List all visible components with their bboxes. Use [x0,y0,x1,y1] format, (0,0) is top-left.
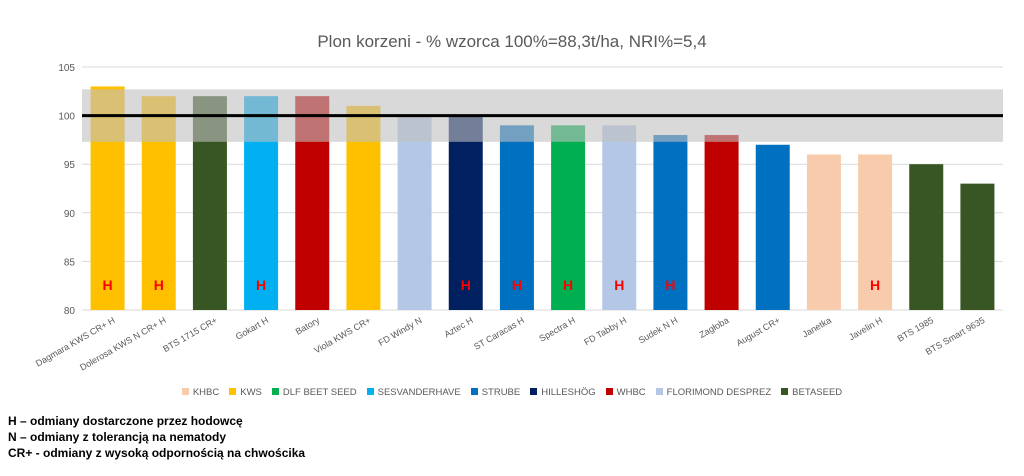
bar [653,135,688,310]
note-h: H – odmiany dostarczone przez hodowcę [8,414,243,428]
legend-swatch [530,387,538,395]
legend-label: WHBC [616,387,646,398]
bar-mark: H [563,277,573,293]
legend-item: BETASEED [781,387,842,398]
bar-mark: H [154,277,164,293]
legend-label: FLORIMOND DESPREZ [666,387,772,398]
x-tick-label: Aztec H [442,315,474,339]
x-tick-label: Dolerosa KWS N CR+ H [78,315,168,373]
legend-label: BETASEED [792,387,843,398]
x-tick-label: Gokart H [234,315,270,342]
bar [858,154,893,310]
x-tick-label: ST Caracas H [472,315,526,352]
bar-mark: H [614,277,624,293]
bar [551,125,586,310]
legend-item: KHBC [181,387,220,398]
bar-mark: H [103,277,113,293]
legend-label: HILLESHÖG [541,387,596,398]
legend-swatch [781,387,789,395]
y-axis-ticks: 80 85 90 95 100 105 [58,63,75,317]
bar-mark: H [512,277,522,293]
x-tick-label: Batory [294,315,322,337]
y-tick-label: 105 [58,63,75,74]
legend-label: DLF BEET SEED [282,387,357,398]
x-tick-label: Janetka [801,315,833,339]
legend-item: KWS [229,387,262,398]
notes: H – odmiany dostarczone przez hodowcę N … [8,413,305,461]
chart-title: Plon korzeni - % wzorca 100%=88,3t/ha, N… [317,32,706,51]
legend-swatch [271,387,279,395]
x-tick-label: Viola KWS CR+ [312,315,372,355]
legend: KHBC KWS DLF BEET SEED SESVANDERHAVE STRUBE H… [0,387,1024,398]
bar-mark: H [461,277,471,293]
note-cr: CR+ - odmiany z wysoką odpornością na ch… [8,446,306,460]
bar [960,183,995,310]
legend-item: WHBC [605,387,646,398]
x-tick-label: BTS 1985 [896,315,936,344]
y-tick-label: 80 [64,306,76,317]
bar-mark: H [665,277,675,293]
bar [397,115,432,310]
legend-label: SESVANDERHAVE [377,387,461,398]
legend-item: FLORIMOND DESPREZ [655,387,772,398]
note-n: N – odmiany z tolerancją na nematody [8,430,227,444]
bar [499,125,534,310]
bar [806,154,841,310]
legend-swatch [605,387,613,395]
y-tick-label: 85 [64,257,76,268]
legend-swatch [470,387,478,395]
legend-swatch [366,387,374,395]
y-tick-label: 95 [64,160,76,171]
legend-item: SESVANDERHAVE [366,387,461,398]
bar-mark: H [256,277,266,293]
x-tick-label: FD Tabby H [582,315,628,347]
legend-label: STRUBE [481,387,521,398]
y-tick-label: 90 [64,209,76,220]
legend-swatch [655,387,663,395]
bar [602,125,637,310]
bar [755,144,790,310]
bar-mark: H [870,277,880,293]
x-tick-label: FD Windy N [377,315,424,348]
legend-swatch [229,387,237,395]
x-tick-label: Dagmara KWS CR+ H [34,315,117,369]
bar [909,164,944,310]
legend-label: KHBC [192,387,220,398]
legend-label: KWS [240,387,262,398]
x-tick-label: August CR+ [735,315,782,348]
x-tick-label: BTS 1715 CR+ [161,315,219,354]
bar [448,115,483,310]
legend-item: DLF BEET SEED [271,387,357,398]
legend-swatch [181,387,189,395]
bar [704,135,739,310]
legend-item: HILLESHÖG [530,387,596,398]
x-tick-label: Javelin H [847,315,884,342]
legend-item: STRUBE [470,387,521,398]
y-tick-label: 100 [58,112,75,123]
nri-band [82,89,1003,142]
x-tick-label: Spectra H [537,315,577,344]
x-tick-label: Sudek N H [637,315,680,345]
x-tick-label: Zagłoba [697,315,730,340]
